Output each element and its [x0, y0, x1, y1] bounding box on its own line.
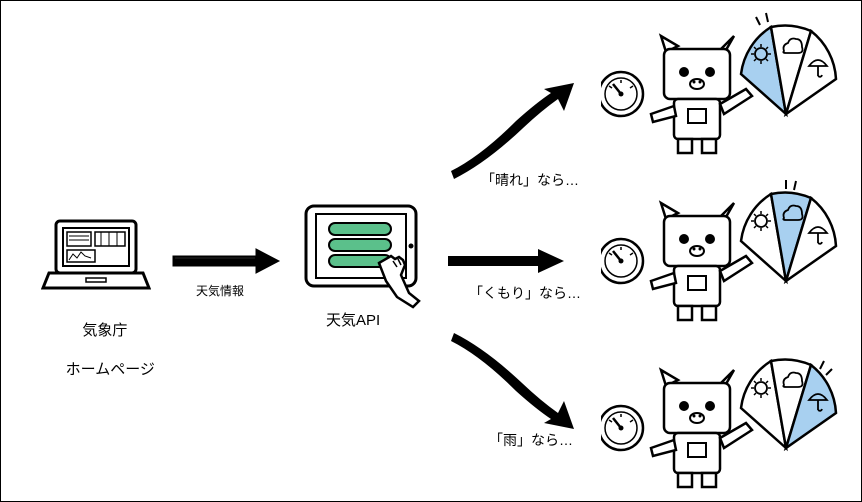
source-label-line1: 気象庁 — [82, 322, 127, 339]
arrow1-label: 天気情報 — [196, 284, 244, 300]
diagram-canvas: 気象庁 ホームページ 天気情報 天気API 「晴れ」なら… 「くもり」なら… 「… — [0, 0, 862, 502]
arrow-branch-cloudy — [446, 246, 566, 276]
tablet-icon — [301, 201, 431, 311]
robot-sunny — [601, 9, 841, 164]
arrow-source-to-api — [171, 246, 281, 276]
arrow-branch-sunny — [446, 81, 576, 181]
branch-label-cloudy: 「くもり」なら… — [469, 284, 581, 302]
arrow-branch-rainy — [446, 331, 576, 431]
source-label-line2: ホームページ — [66, 361, 155, 378]
robot-rainy — [601, 343, 841, 498]
robot-cloudy — [601, 176, 841, 331]
source-label: 気象庁 ホームページ — [49, 301, 144, 399]
branch-label-sunny: 「晴れ」なら… — [481, 171, 579, 189]
api-label: 天気API — [326, 311, 380, 331]
branch-label-rainy: 「雨」なら… — [489, 431, 573, 449]
laptop-icon — [41, 216, 151, 296]
